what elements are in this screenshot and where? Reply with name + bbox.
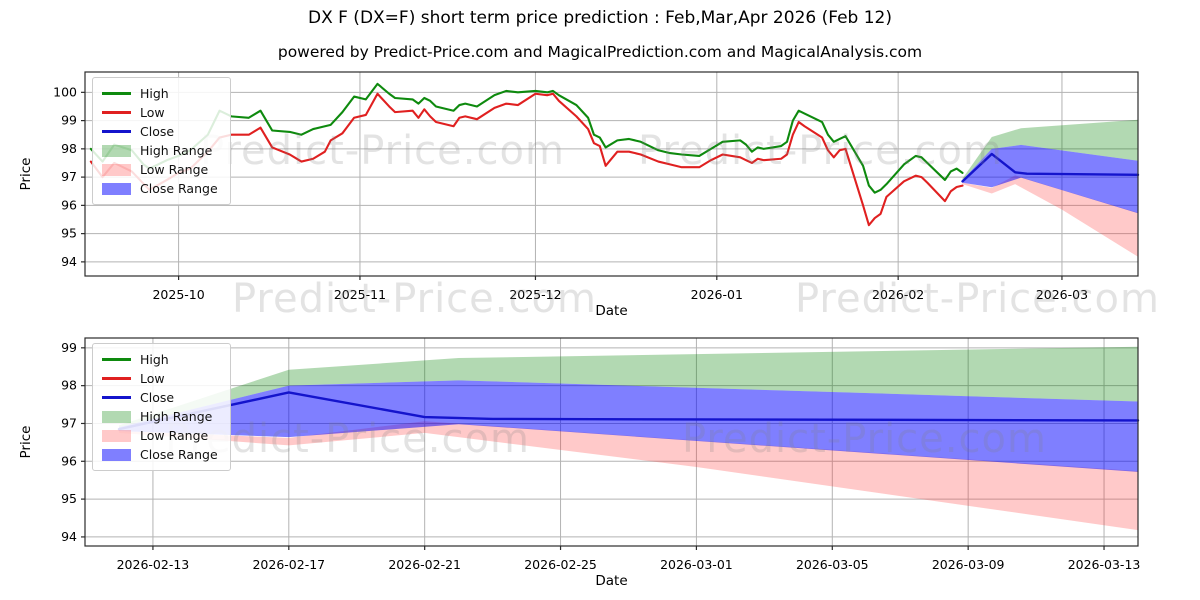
y-tick-label: 95	[61, 491, 77, 506]
x-tick-label: 2026-01	[691, 287, 743, 302]
chart-title: DX F (DX=F) short term price prediction …	[307, 8, 893, 28]
legend-patch-swatch	[102, 410, 131, 423]
legend-item-low: Low	[102, 370, 220, 387]
legend-item-high-range: High Range	[102, 408, 220, 425]
legend-line-swatch	[102, 111, 131, 114]
legend-chart-2: High Low Close High Range Low Range Close Ran…	[92, 343, 231, 471]
axis-ticks-and-labels: 94 95 96 97 98 99 2026-02-13 2026-02-17 2026-02-…	[61, 340, 1140, 572]
legend-item-close-range: Close Range	[102, 180, 220, 197]
legend-patch-swatch	[102, 144, 131, 157]
legend-label: High	[140, 86, 169, 101]
legend-label: Low	[140, 105, 165, 120]
legend-item-high: High	[102, 351, 220, 368]
low-range-band	[962, 175, 1138, 257]
legend-label: High	[140, 352, 169, 367]
y-tick-label: 96	[61, 197, 77, 212]
x-tick-label: 2026-02-21	[388, 557, 461, 572]
axes-frame	[84, 337, 1139, 547]
gridlines	[85, 72, 1138, 276]
close-line	[961, 152, 1140, 183]
prediction-bands	[962, 119, 1138, 257]
legend-line-swatch	[102, 130, 131, 133]
y-tick-label: 99	[61, 113, 77, 128]
legend-patch-swatch	[102, 163, 131, 176]
x-tick-label: 2026-03-13	[1068, 557, 1141, 572]
legend-line-swatch	[102, 396, 131, 399]
y-tick-label: 97	[61, 169, 77, 184]
legend-label: Low Range	[140, 428, 209, 443]
y-axis-label: Price	[18, 426, 34, 459]
legend-item-low-range: Low Range	[102, 161, 220, 178]
prediction-bands	[118, 346, 1138, 531]
x-axis-label: Date	[595, 303, 627, 319]
axes-frame	[84, 71, 1139, 277]
prediction-detail-chart: 94 95 96 97 98 99 2026-02-13 2026-02-17 2026-02-…	[18, 337, 1140, 589]
legend-item-close: Close	[102, 123, 220, 140]
legend-patch-swatch	[102, 448, 131, 461]
series-lines	[117, 391, 1140, 431]
y-axis-label: Price	[18, 158, 34, 191]
legend-item-close: Close	[102, 389, 220, 406]
low-line	[89, 92, 964, 227]
x-tick-label: 2026-02	[872, 287, 924, 302]
axis-ticks-and-labels: 94 95 96 97 98 99 100 2025-10 2025-11 2025-12 2026…	[53, 84, 1088, 301]
x-tick-label: 2025-11	[334, 287, 386, 302]
legend-patch-swatch	[102, 182, 131, 195]
legend-label: Low Range	[140, 162, 209, 177]
x-tick-label: 2026-02-13	[117, 557, 190, 572]
legend-line-swatch	[102, 358, 131, 361]
y-tick-label: 98	[61, 141, 77, 156]
legend-line-swatch	[102, 92, 131, 95]
watermark-text: Predict-Price.com	[638, 128, 1003, 174]
legend-item-close-range: Close Range	[102, 446, 220, 463]
close-range-band	[118, 380, 1138, 472]
close-range-band	[962, 144, 1138, 214]
y-tick-label: 95	[61, 226, 77, 241]
y-tick-label: 97	[61, 415, 77, 430]
y-tick-label: 100	[53, 84, 77, 99]
legend-line-swatch	[102, 377, 131, 380]
high-range-band	[962, 119, 1138, 180]
y-tick-label: 98	[61, 378, 77, 393]
x-tick-label: 2026-02-17	[252, 557, 325, 572]
x-tick-label: 2026-02-25	[524, 557, 597, 572]
legend-item-high: High	[102, 85, 220, 102]
watermark-text: Predict-Price.com	[795, 276, 1160, 322]
legend-label: Low	[140, 371, 165, 386]
watermark-text: Predict-Price.com	[200, 128, 565, 174]
y-tick-label: 94	[61, 254, 77, 269]
legend-label: High Range	[140, 409, 213, 424]
x-tick-label: 2026-03-05	[796, 557, 869, 572]
y-tick-label: 94	[61, 529, 77, 544]
x-tick-label: 2026-03-01	[660, 557, 733, 572]
x-tick-label: 2025-10	[152, 287, 204, 302]
legend-item-high-range: High Range	[102, 142, 220, 159]
chart-subtitle: powered by Predict-Price.com and Magical…	[277, 43, 923, 61]
series-lines	[89, 82, 1140, 227]
y-tick-label: 99	[61, 340, 77, 355]
watermark-text: Predict-Price.com	[232, 276, 597, 322]
close-line	[117, 391, 1140, 431]
legend-patch-swatch	[102, 429, 131, 442]
legend-item-low: Low	[102, 104, 220, 121]
price-history-with-prediction-chart: 94 95 96 97 98 99 100 2025-10 2025-11 2025-12 2026…	[18, 71, 1140, 319]
legend-chart-1: High Low Close High Range Low Range Close Ran…	[92, 77, 231, 205]
legend-label: Close	[140, 390, 175, 405]
legend-item-low-range: Low Range	[102, 427, 220, 444]
x-tick-label: 2026-03-09	[932, 557, 1005, 572]
low-range-band	[118, 421, 1138, 531]
high-range-band	[118, 346, 1138, 428]
legend-label: Close Range	[140, 181, 218, 196]
watermark-text: Predict-Price.com	[682, 416, 1047, 462]
legend-label: Close Range	[140, 447, 218, 462]
legend-label: High Range	[140, 143, 213, 158]
x-tick-label: 2026-03	[1036, 287, 1088, 302]
x-axis-label: Date	[595, 573, 627, 589]
high-line	[89, 82, 964, 194]
legend-label: Close	[140, 124, 175, 139]
x-tick-label: 2025-12	[509, 287, 561, 302]
y-tick-label: 96	[61, 453, 77, 468]
